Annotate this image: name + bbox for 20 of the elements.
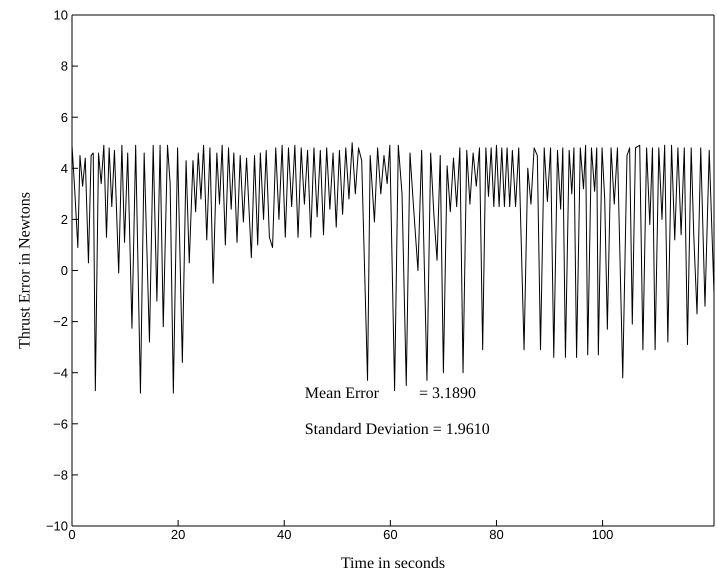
x-tick-label: 80 xyxy=(489,527,504,542)
y-tick-label: 8 xyxy=(60,58,68,74)
x-tick-label: 100 xyxy=(592,527,614,542)
x-axis-title: Time in seconds xyxy=(340,555,446,572)
y-tick-label: −2 xyxy=(53,314,68,330)
annotation: Standard Deviation = 1.9610 xyxy=(304,421,490,440)
y-tick-label: −4 xyxy=(53,365,68,380)
y-tick-label: −8 xyxy=(53,468,68,483)
x-tick-label: 20 xyxy=(170,527,186,542)
y-tick-label: 4 xyxy=(60,160,68,176)
y-tick-label: 6 xyxy=(60,110,68,125)
y-tick-label: 0 xyxy=(60,263,68,278)
y-tick-label: 10 xyxy=(54,8,68,23)
y-tick-label: 2 xyxy=(60,212,68,228)
x-tick-label: 60 xyxy=(383,527,398,542)
x-tick-label: 40 xyxy=(276,527,292,542)
annotation: Mean Error = 3.1890 xyxy=(304,385,476,404)
y-tick-label: −6 xyxy=(53,416,68,432)
y-tick-label: −10 xyxy=(46,518,68,534)
y-axis-title: Thrust Error in Newtons xyxy=(16,192,34,349)
